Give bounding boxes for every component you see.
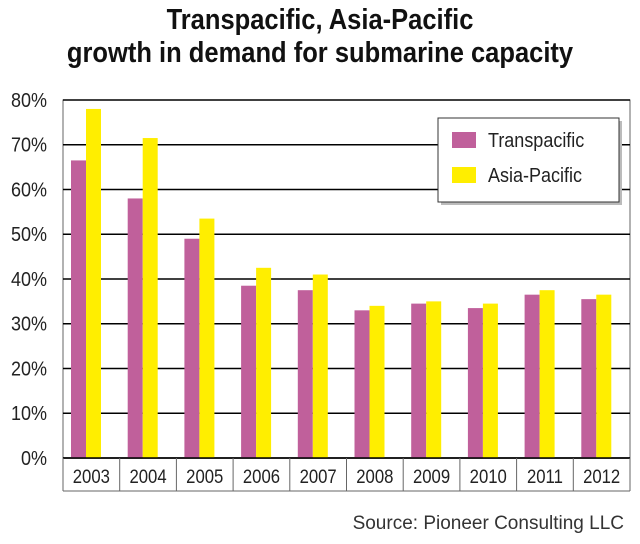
x-tick-label: 2008 xyxy=(356,466,393,487)
legend-label: Transpacific xyxy=(488,130,584,152)
source-note: Source: Pioneer Consulting LLC xyxy=(352,513,624,534)
bar-transpacific-2011 xyxy=(524,294,540,458)
legend: Transpacific Asia-Pacific xyxy=(437,117,622,205)
x-tick-label: 2006 xyxy=(243,466,280,487)
y-tick-label: 10% xyxy=(11,403,47,425)
bar-asia-pacific-2008 xyxy=(369,305,385,458)
axes: 0% 10% 20% 30% 40% 50% 60% 70% 80% 2003 2004 2005 20… xyxy=(11,90,631,492)
bar-asia-pacific-2005 xyxy=(199,218,215,458)
bar-transpacific-2005 xyxy=(184,238,200,458)
y-tick-label: 70% xyxy=(11,135,47,157)
y-tick-label: 30% xyxy=(11,314,47,336)
x-tick-label: 2012 xyxy=(583,466,620,487)
bar-transpacific-2004 xyxy=(127,198,143,458)
title-line-1: Transpacific, Asia-Pacific xyxy=(166,4,474,36)
y-tick-label: 0% xyxy=(21,448,47,470)
y-tick-label: 40% xyxy=(11,269,47,291)
bars xyxy=(71,108,612,458)
title-line-2: growth in demand for submarine capacity xyxy=(66,37,574,69)
bar-transpacific-2007 xyxy=(297,290,313,458)
x-tick-label: 2010 xyxy=(470,466,507,487)
legend-swatch xyxy=(452,167,476,183)
bar-transpacific-2003 xyxy=(71,160,86,458)
legend-swatch xyxy=(452,132,476,148)
bar-asia-pacific-2012 xyxy=(596,294,612,458)
x-tick-label: 2004 xyxy=(129,466,166,487)
x-tick-label: 2005 xyxy=(186,466,223,487)
bar-asia-pacific-2003 xyxy=(86,108,101,458)
x-tick-label: 2007 xyxy=(300,466,337,487)
y-tick-label: 20% xyxy=(11,359,47,381)
bar-transpacific-2008 xyxy=(354,310,370,458)
chart-title: Transpacific, Asia-Pacific growth in dem… xyxy=(38,4,601,70)
y-tick-label: 60% xyxy=(11,180,47,202)
x-tick-label: 2009 xyxy=(413,466,450,487)
bar-asia-pacific-2006 xyxy=(256,267,272,458)
legend-label: Asia-Pacific xyxy=(488,165,582,187)
bar-transpacific-2010 xyxy=(467,308,483,458)
bar-asia-pacific-2010 xyxy=(482,303,498,458)
bar-asia-pacific-2009 xyxy=(426,301,442,458)
bar-transpacific-2009 xyxy=(411,303,427,458)
bar-asia-pacific-2011 xyxy=(539,290,555,458)
y-tick-label: 80% xyxy=(11,90,47,112)
bar-transpacific-2006 xyxy=(241,285,257,458)
x-tick-label: 2003 xyxy=(73,466,110,487)
bar-asia-pacific-2007 xyxy=(312,274,328,458)
x-tick-label: 2011 xyxy=(527,466,563,487)
y-tick-label: 50% xyxy=(11,224,47,246)
bar-transpacific-2012 xyxy=(581,299,597,458)
bar-asia-pacific-2004 xyxy=(142,138,158,458)
